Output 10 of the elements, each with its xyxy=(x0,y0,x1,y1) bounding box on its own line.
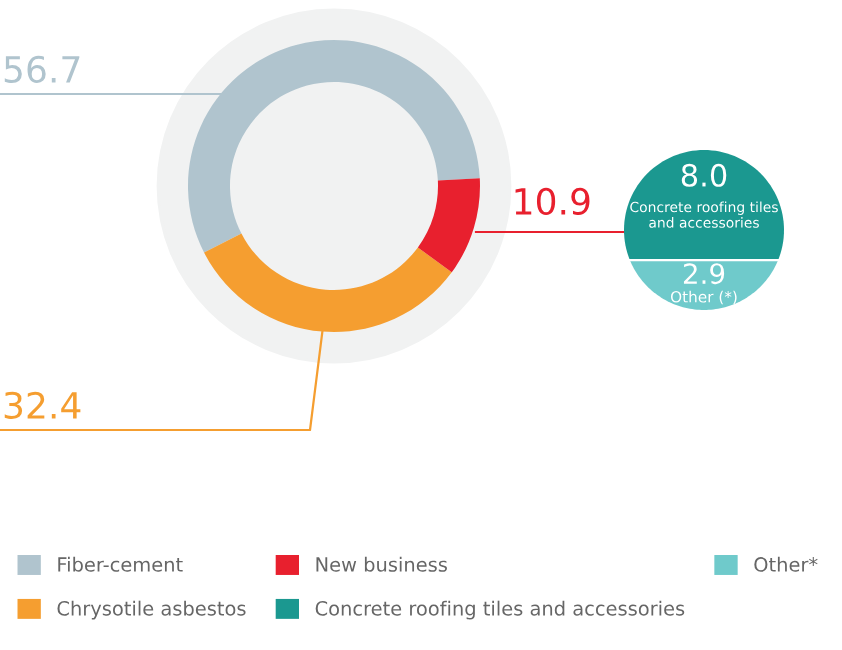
data-label: 2.9 xyxy=(683,263,725,285)
legend-label: Chrysotile asbestos xyxy=(57,600,246,620)
legend-label: New business xyxy=(316,556,447,572)
legend-label: Fiber-cement xyxy=(58,556,183,572)
data-label: 32.4 xyxy=(4,391,81,419)
text: Concrete roofing tiles and accessories xyxy=(315,600,685,620)
data-label: 56.7 xyxy=(4,55,80,83)
data-label: 10.9 xyxy=(515,187,590,215)
text: Other* xyxy=(754,556,818,572)
data-label: 8.0 xyxy=(681,163,727,187)
